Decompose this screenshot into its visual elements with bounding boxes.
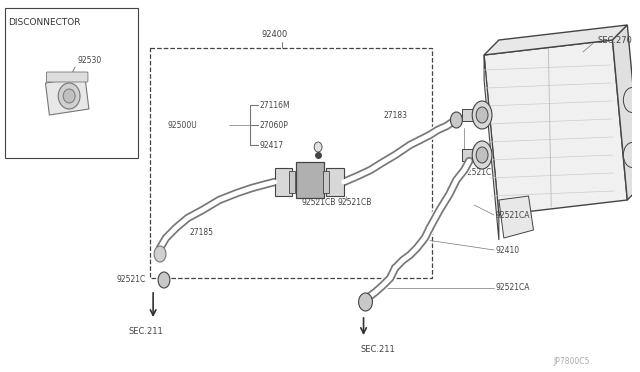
Ellipse shape [472,101,492,129]
Text: 92521CB: 92521CB [301,198,336,206]
Polygon shape [484,25,627,55]
Ellipse shape [451,112,462,128]
Ellipse shape [476,147,488,163]
Polygon shape [45,77,89,115]
Text: 27116M: 27116M [260,100,291,109]
Ellipse shape [63,89,75,103]
Text: 92500U: 92500U [168,121,198,129]
Polygon shape [499,196,534,238]
Bar [289,171,296,193]
Ellipse shape [623,87,640,112]
Bar [462,109,484,121]
Bar [323,171,329,193]
Text: 92400: 92400 [262,30,288,39]
Text: 92521CB: 92521CB [338,198,372,206]
Ellipse shape [154,246,166,262]
Text: SEC.211: SEC.211 [360,346,396,355]
Text: SEC.211: SEC.211 [129,327,163,337]
FancyBboxPatch shape [47,72,88,82]
Text: 92410: 92410 [496,246,520,254]
Text: 92417: 92417 [260,141,284,150]
Bar [462,149,484,161]
Text: 92521CA: 92521CA [496,211,531,219]
Bar [150,48,432,278]
Ellipse shape [358,293,372,311]
Text: 27060P: 27060P [260,121,289,129]
Bar [326,168,344,196]
Polygon shape [484,40,627,215]
Text: 92521CA: 92521CA [496,283,531,292]
Text: DISCONNECTOR: DISCONNECTOR [8,17,81,26]
Ellipse shape [314,142,322,152]
Text: JP7800C5: JP7800C5 [553,357,589,366]
Bar [275,168,292,196]
Text: 92521C: 92521C [117,276,146,285]
Polygon shape [612,25,640,200]
Ellipse shape [472,141,492,169]
Text: SEC.270: SEC.270 [598,35,632,45]
Text: 27185: 27185 [189,228,214,237]
Ellipse shape [623,142,640,167]
Bar [5,8,138,158]
Bar [296,162,324,198]
Text: 92530: 92530 [77,56,101,65]
Ellipse shape [158,272,170,288]
Ellipse shape [58,83,80,109]
Ellipse shape [476,107,488,123]
Text: 92521C: 92521C [462,167,492,176]
Text: 27183: 27183 [383,110,407,119]
Polygon shape [484,55,499,240]
